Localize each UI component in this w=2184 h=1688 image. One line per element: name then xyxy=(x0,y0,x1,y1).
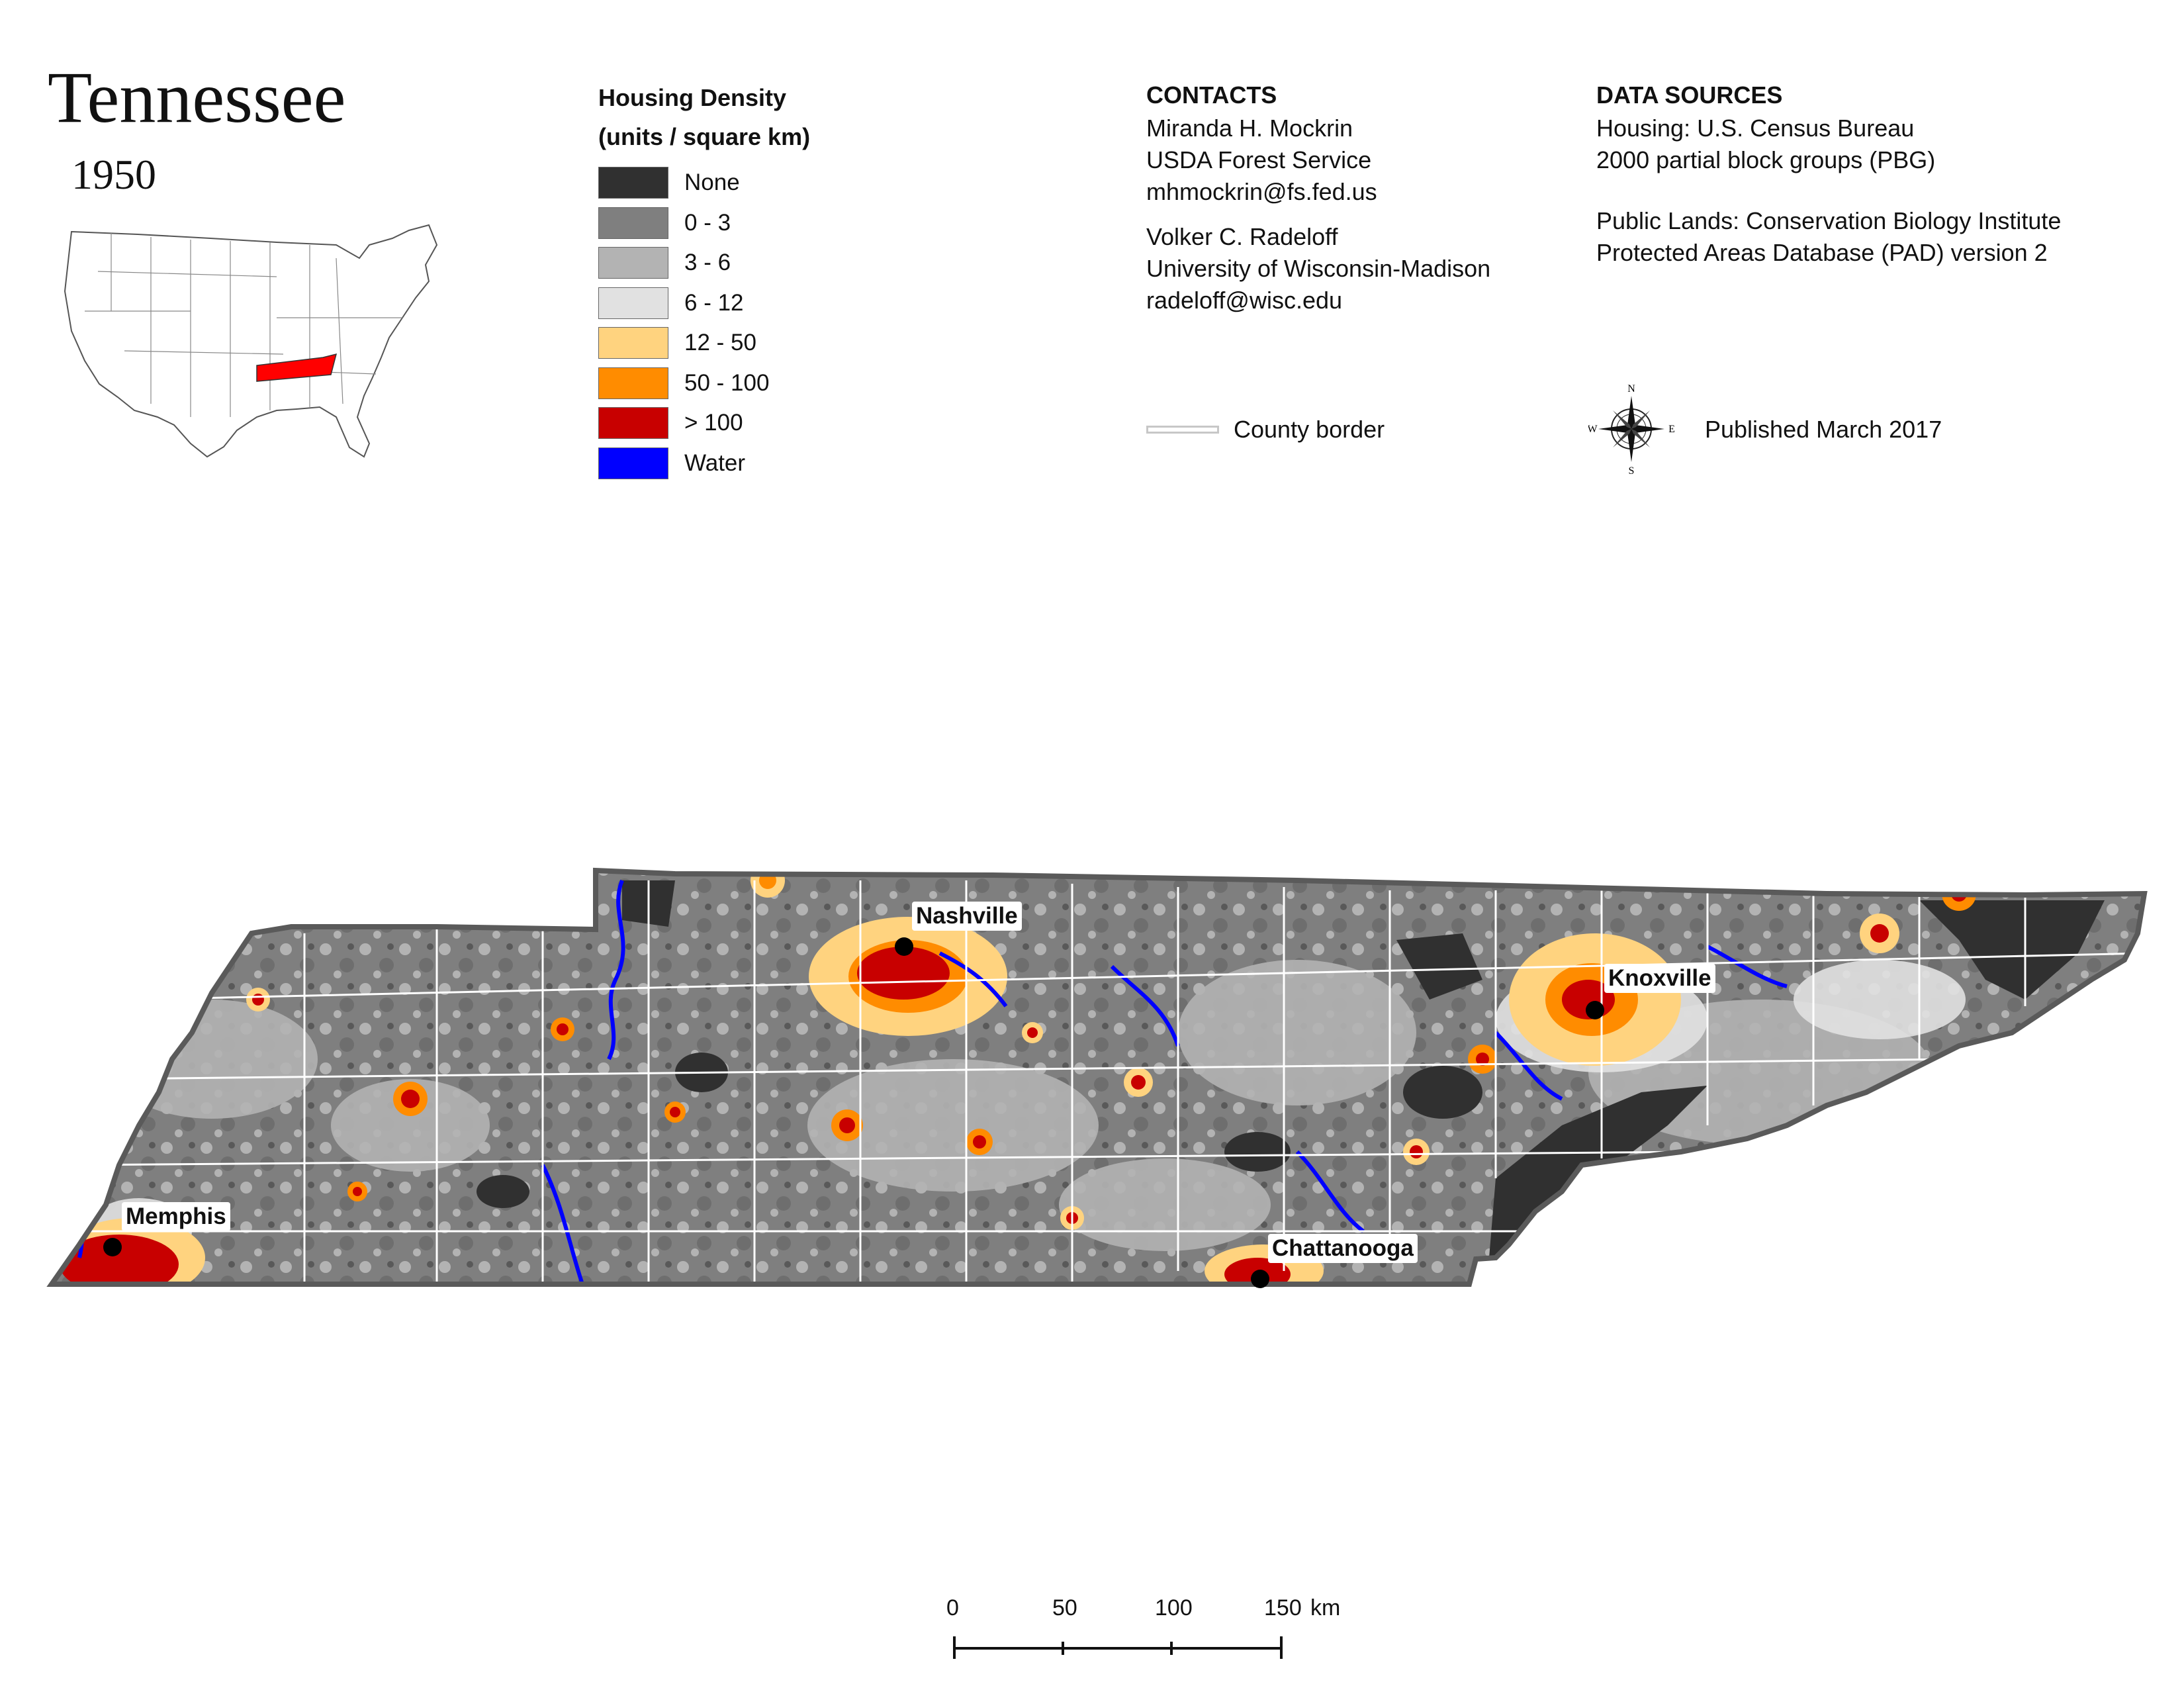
legend-item: 6 - 12 xyxy=(598,283,769,324)
city-label-nashville: Nashville xyxy=(912,902,1022,931)
map-title: Tennessee xyxy=(48,57,346,138)
legend-item: 12 - 50 xyxy=(598,323,769,363)
nashville-marker xyxy=(895,937,913,956)
legend-label: 3 - 6 xyxy=(684,250,731,276)
legend-label: 6 - 12 xyxy=(684,289,744,316)
legend-item: 0 - 3 xyxy=(598,203,769,244)
compass-w: W xyxy=(1588,424,1598,435)
county-borders xyxy=(66,880,2144,1284)
data-sources-heading: DATA SOURCES xyxy=(1596,81,1783,109)
compass-e: E xyxy=(1668,424,1674,435)
legend-swatch xyxy=(598,247,668,279)
contacts-block: CONTACTS Miranda H. Mockrin USDA Forest … xyxy=(1146,79,1490,316)
scale-line xyxy=(953,1636,1283,1659)
scale-label: 100 xyxy=(1155,1595,1193,1620)
compass-n: N xyxy=(1627,383,1635,395)
legend-item: 3 - 6 xyxy=(598,243,769,283)
city-label-chattanooga: Chattanooga xyxy=(1268,1234,1418,1263)
contacts-heading: CONTACTS xyxy=(1146,81,1277,109)
data-sources-block: DATA SOURCES Housing: U.S. Census Bureau… xyxy=(1596,79,2061,269)
legend-label: Water xyxy=(684,449,746,476)
legend-item: Water xyxy=(598,444,769,484)
knoxville-marker xyxy=(1586,1001,1604,1019)
scale-label: 150 xyxy=(1264,1595,1302,1620)
legend-label: 50 - 100 xyxy=(684,369,770,396)
contact-name: Volker C. Radeloff xyxy=(1146,223,1338,250)
scale-unit: km xyxy=(1310,1595,1341,1620)
source-housing-line1: Housing: U.S. Census Bureau xyxy=(1596,115,1915,142)
source-lands-line2: Protected Areas Database (PAD) version 2 xyxy=(1596,239,2048,266)
scale-label: 50 xyxy=(1052,1595,1077,1620)
tennessee-housing-density-map xyxy=(40,781,2158,1311)
legend-label: None xyxy=(684,169,740,196)
map-year: 1950 xyxy=(71,151,156,198)
county-border-swatch xyxy=(1146,426,1219,434)
legend-swatch xyxy=(598,287,668,319)
legend-swatch xyxy=(598,367,668,399)
legend-item: None xyxy=(598,163,769,203)
legend-title-line1: Housing Density xyxy=(598,84,787,111)
inset-tennessee xyxy=(256,353,338,382)
legend-swatch xyxy=(598,447,668,479)
legend-label: 0 - 3 xyxy=(684,209,731,236)
legend-item: > 100 xyxy=(598,403,769,444)
contact-name: Miranda H. Mockrin xyxy=(1146,115,1353,142)
contact-org: University of Wisconsin-Madison xyxy=(1146,255,1491,282)
legend-swatch xyxy=(598,327,668,359)
city-label-memphis: Memphis xyxy=(122,1202,230,1231)
legend-swatch xyxy=(598,167,668,199)
legend-title-line2: (units / square km) xyxy=(598,123,811,151)
source-housing-line2: 2000 partial block groups (PBG) xyxy=(1596,146,1936,173)
legend-label: > 100 xyxy=(684,410,743,436)
legend-item: 50 - 100 xyxy=(598,363,769,404)
legend-list: None 0 - 3 3 - 6 6 - 12 12 - 50 50 - 100… xyxy=(598,163,769,483)
scale-label: 0 xyxy=(946,1595,959,1620)
source-lands-line1: Public Lands: Conservation Biology Insti… xyxy=(1596,207,2062,234)
us-locator-map xyxy=(64,224,438,458)
contact-email[interactable]: radeloff@wisc.edu xyxy=(1146,287,1343,314)
county-border-legend: County border xyxy=(1146,416,1385,444)
compass-s: S xyxy=(1629,465,1635,475)
legend-swatch xyxy=(598,207,668,239)
density-layer xyxy=(52,870,2144,1284)
legend-title: Housing Density (units / square km) xyxy=(598,78,810,157)
contact-email[interactable]: mhmockrin@fs.fed.us xyxy=(1146,178,1377,205)
legend-label: 12 - 50 xyxy=(684,330,756,356)
us-outline xyxy=(64,224,438,458)
county-border-label: County border xyxy=(1234,416,1385,443)
city-label-knoxville: Knoxville xyxy=(1604,964,1715,993)
compass-rose-icon: N S E W xyxy=(1588,383,1674,475)
scale-bar: 0 50 100 150 km xyxy=(946,1595,1340,1675)
chattanooga-marker xyxy=(1251,1270,1269,1288)
published-date: Published March 2017 xyxy=(1705,416,1942,443)
memphis-marker xyxy=(103,1238,122,1256)
legend-swatch xyxy=(598,407,668,440)
contact-org: USDA Forest Service xyxy=(1146,146,1372,173)
